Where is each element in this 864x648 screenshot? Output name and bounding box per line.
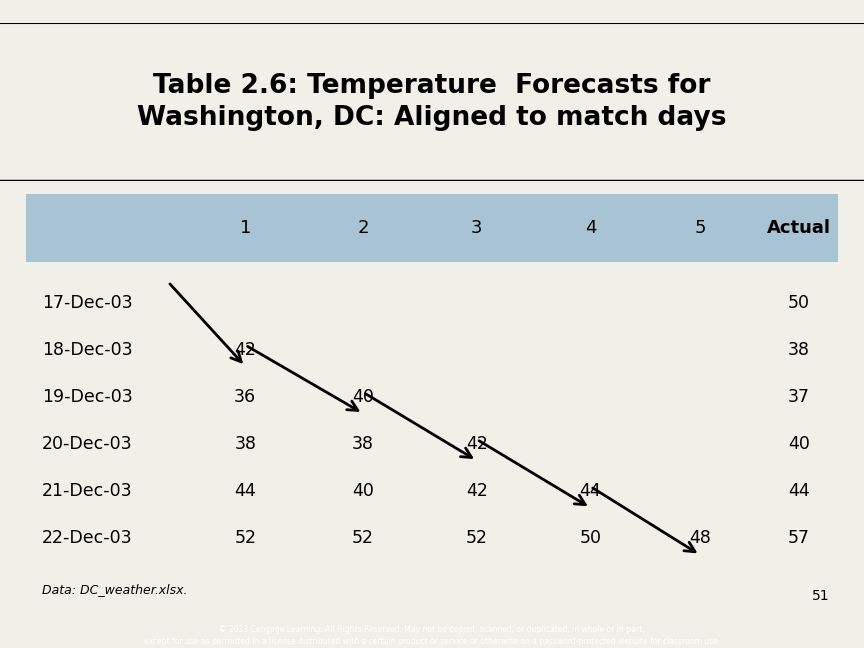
Text: 42: 42 [466, 482, 487, 500]
Text: Actual: Actual [767, 220, 831, 237]
Text: © 2013 Cengage Learning. All Rights Reserved. May not be copied, scanned, or dup: © 2013 Cengage Learning. All Rights Rese… [144, 625, 720, 646]
Text: 40: 40 [352, 482, 374, 500]
Text: 37: 37 [788, 388, 810, 406]
Text: 50: 50 [580, 529, 601, 548]
Text: 38: 38 [352, 435, 374, 453]
Text: 5: 5 [695, 220, 706, 237]
Text: 36: 36 [234, 388, 257, 406]
Text: 18-Dec-03: 18-Dec-03 [42, 341, 133, 359]
Text: 40: 40 [352, 388, 374, 406]
Text: 44: 44 [788, 482, 810, 500]
Text: 4: 4 [585, 220, 596, 237]
Text: 52: 52 [466, 529, 487, 548]
Text: 3: 3 [471, 220, 482, 237]
Text: 44: 44 [234, 482, 256, 500]
Text: 38: 38 [788, 341, 810, 359]
Text: 2: 2 [357, 220, 369, 237]
Text: 52: 52 [234, 529, 257, 548]
Text: 20-Dec-03: 20-Dec-03 [42, 435, 133, 453]
Text: 22-Dec-03: 22-Dec-03 [42, 529, 133, 548]
Text: 38: 38 [234, 435, 257, 453]
Text: Data: DC_weather.xlsx.: Data: DC_weather.xlsx. [42, 583, 187, 596]
Text: 48: 48 [689, 529, 711, 548]
Text: 44: 44 [580, 482, 601, 500]
Text: 21-Dec-03: 21-Dec-03 [42, 482, 133, 500]
Text: 52: 52 [352, 529, 374, 548]
Text: 1: 1 [239, 220, 251, 237]
Text: 42: 42 [234, 341, 256, 359]
Text: Table 2.6: Temperature  Forecasts for
Washington, DC: Aligned to match days: Table 2.6: Temperature Forecasts for Was… [137, 73, 727, 131]
Text: 51: 51 [812, 588, 830, 603]
Text: 40: 40 [788, 435, 810, 453]
FancyBboxPatch shape [26, 194, 838, 262]
Text: 19-Dec-03: 19-Dec-03 [42, 388, 133, 406]
Text: 57: 57 [788, 529, 810, 548]
Text: 17-Dec-03: 17-Dec-03 [42, 294, 133, 312]
Text: 42: 42 [466, 435, 487, 453]
Text: 50: 50 [788, 294, 810, 312]
